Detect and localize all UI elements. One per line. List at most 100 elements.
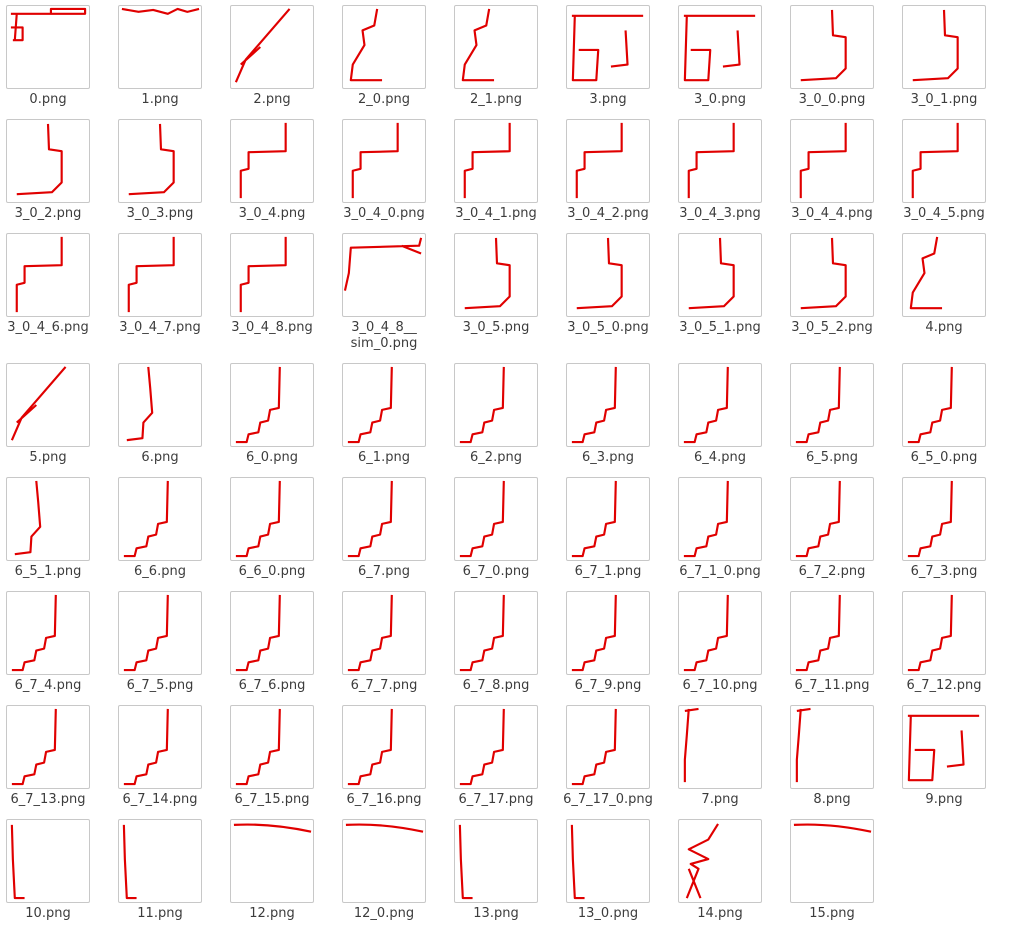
file-name[interactable]: 3_0.png	[694, 92, 746, 107]
file-name[interactable]: 3_0_5_1.png	[679, 320, 761, 335]
file-name[interactable]: 3_0_4_6.png	[7, 320, 89, 335]
file-name[interactable]: 3_0_3.png	[126, 206, 194, 221]
thumbnail[interactable]	[6, 119, 90, 203]
file-name[interactable]: 10.png	[25, 906, 71, 921]
file-name[interactable]: 4.png	[925, 320, 963, 335]
thumbnail[interactable]	[6, 591, 90, 675]
thumbnail[interactable]	[230, 477, 314, 561]
file-name[interactable]: 6_7_14.png	[122, 792, 198, 807]
thumbnail[interactable]	[566, 5, 650, 89]
thumbnail[interactable]	[342, 591, 426, 675]
thumbnail[interactable]	[790, 5, 874, 89]
thumbnail[interactable]	[678, 363, 762, 447]
thumbnail[interactable]	[902, 705, 986, 789]
thumbnail[interactable]	[790, 119, 874, 203]
thumbnail[interactable]	[902, 233, 986, 317]
file-name[interactable]: 2.png	[253, 92, 291, 107]
file-name[interactable]: 6_7_4.png	[14, 678, 82, 693]
file-name[interactable]: 6_7_13.png	[10, 792, 86, 807]
file-name[interactable]: 3_0_4_8.png	[231, 320, 313, 335]
file-name[interactable]: 3_0_4.png	[238, 206, 306, 221]
thumbnail[interactable]	[454, 233, 538, 317]
thumbnail[interactable]	[454, 119, 538, 203]
file-name[interactable]: 2_0.png	[358, 92, 410, 107]
thumbnail[interactable]	[230, 705, 314, 789]
file-name[interactable]: 6_7_17_0.png	[563, 792, 653, 807]
thumbnail[interactable]	[566, 477, 650, 561]
thumbnail[interactable]	[118, 819, 202, 903]
file-name[interactable]: 3_0_1.png	[910, 92, 978, 107]
thumbnail[interactable]	[790, 591, 874, 675]
file-name[interactable]: 6_7_7.png	[350, 678, 418, 693]
file-name[interactable]: 3_0_2.png	[14, 206, 82, 221]
file-name[interactable]: 3.png	[589, 92, 627, 107]
thumbnail[interactable]	[678, 819, 762, 903]
file-name[interactable]: 3_0_4_5.png	[903, 206, 985, 221]
thumbnail[interactable]	[902, 119, 986, 203]
thumbnail[interactable]	[902, 5, 986, 89]
file-name[interactable]: 6_7_11.png	[794, 678, 870, 693]
thumbnail[interactable]	[342, 233, 426, 317]
thumbnail[interactable]	[454, 477, 538, 561]
file-name[interactable]: 5.png	[29, 450, 67, 465]
thumbnail[interactable]	[902, 477, 986, 561]
file-name[interactable]: 6_7_12.png	[906, 678, 982, 693]
file-name[interactable]: 15.png	[809, 906, 855, 921]
thumbnail[interactable]	[790, 705, 874, 789]
file-name[interactable]: 6_1.png	[358, 450, 410, 465]
thumbnail[interactable]	[118, 233, 202, 317]
file-name[interactable]: 1.png	[141, 92, 179, 107]
thumbnail[interactable]	[566, 819, 650, 903]
thumbnail[interactable]	[230, 819, 314, 903]
file-name[interactable]: 6_7_17.png	[458, 792, 534, 807]
thumbnail[interactable]	[6, 477, 90, 561]
file-name[interactable]: 6_7_16.png	[346, 792, 422, 807]
file-name[interactable]: 3_0_4_0.png	[343, 206, 425, 221]
file-name[interactable]: 6_2.png	[470, 450, 522, 465]
thumbnail[interactable]	[902, 591, 986, 675]
file-name[interactable]: 6.png	[141, 450, 179, 465]
thumbnail[interactable]	[342, 819, 426, 903]
thumbnail[interactable]	[454, 363, 538, 447]
thumbnail[interactable]	[566, 119, 650, 203]
file-name[interactable]: 8.png	[813, 792, 851, 807]
file-name[interactable]: 6_7_10.png	[682, 678, 758, 693]
thumbnail[interactable]	[230, 119, 314, 203]
thumbnail[interactable]	[790, 233, 874, 317]
file-name[interactable]: 6_7_6.png	[238, 678, 306, 693]
file-name[interactable]: 0.png	[29, 92, 67, 107]
thumbnail[interactable]	[118, 591, 202, 675]
thumbnail[interactable]	[230, 5, 314, 89]
thumbnail[interactable]	[678, 119, 762, 203]
file-name[interactable]: 6_7_1.png	[574, 564, 642, 579]
file-name[interactable]: 3_0_4_3.png	[679, 206, 761, 221]
thumbnail[interactable]	[566, 705, 650, 789]
file-name[interactable]: 2_1.png	[470, 92, 522, 107]
file-name[interactable]: 3_0_4_4.png	[791, 206, 873, 221]
file-name[interactable]: 6_5_0.png	[910, 450, 978, 465]
thumbnail[interactable]	[678, 233, 762, 317]
file-name[interactable]: 11.png	[137, 906, 183, 921]
file-name[interactable]: 3_0_0.png	[798, 92, 866, 107]
thumbnail[interactable]	[230, 363, 314, 447]
file-name[interactable]: 6_7_8.png	[462, 678, 530, 693]
file-name[interactable]: 6_7_9.png	[574, 678, 642, 693]
thumbnail[interactable]	[6, 705, 90, 789]
file-name[interactable]: 13_0.png	[577, 906, 639, 921]
thumbnail[interactable]	[342, 5, 426, 89]
thumbnail[interactable]	[454, 591, 538, 675]
thumbnail[interactable]	[678, 477, 762, 561]
file-name[interactable]: 6_7_5.png	[126, 678, 194, 693]
file-name[interactable]: 6_7_2.png	[798, 564, 866, 579]
thumbnail[interactable]	[6, 819, 90, 903]
thumbnail[interactable]	[454, 5, 538, 89]
thumbnail[interactable]	[342, 705, 426, 789]
file-name[interactable]: 3_0_5_2.png	[791, 320, 873, 335]
file-name[interactable]: 6_7.png	[358, 564, 410, 579]
file-name[interactable]: 3_0_4_2.png	[567, 206, 649, 221]
thumbnail[interactable]	[118, 119, 202, 203]
thumbnail[interactable]	[342, 477, 426, 561]
file-name[interactable]: 12_0.png	[353, 906, 415, 921]
file-name[interactable]: 6_7_0.png	[462, 564, 530, 579]
thumbnail[interactable]	[902, 363, 986, 447]
